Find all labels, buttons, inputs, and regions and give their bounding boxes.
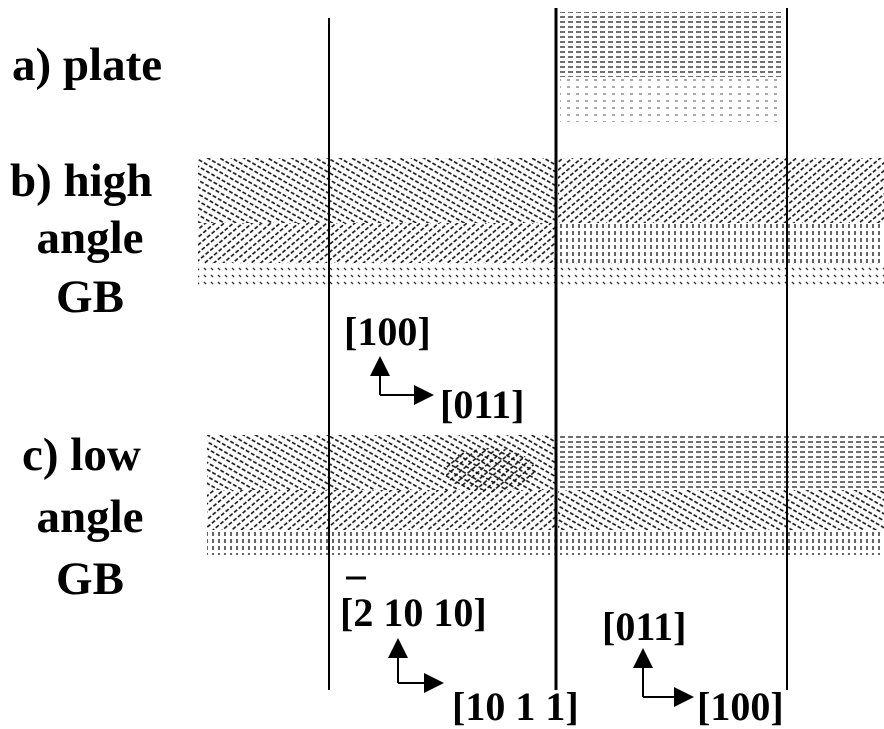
- panel-label: a) plate: [12, 39, 162, 91]
- direction-label: [100]: [344, 309, 431, 354]
- direction-label: [100]: [697, 684, 784, 729]
- direction-label: [011]: [440, 382, 524, 427]
- panel-label: angle: [36, 212, 143, 264]
- high-angle-atoms: [198, 158, 884, 285]
- panel-label: angle: [36, 491, 143, 543]
- direction-label: [011]: [602, 604, 686, 649]
- direction-label: [2 10 10]: [340, 590, 487, 635]
- low-angle-atoms: [207, 435, 884, 555]
- panel-label: GB: [56, 553, 124, 605]
- panel-label: GB: [56, 271, 124, 323]
- plate-atoms: [560, 12, 782, 122]
- panel-label: c) low: [22, 429, 141, 481]
- direction-label: [10 1 1]: [452, 684, 579, 729]
- panel-label: b) high: [10, 155, 152, 207]
- figure: a) plate b) high angle GB c) low angle G…: [0, 0, 884, 729]
